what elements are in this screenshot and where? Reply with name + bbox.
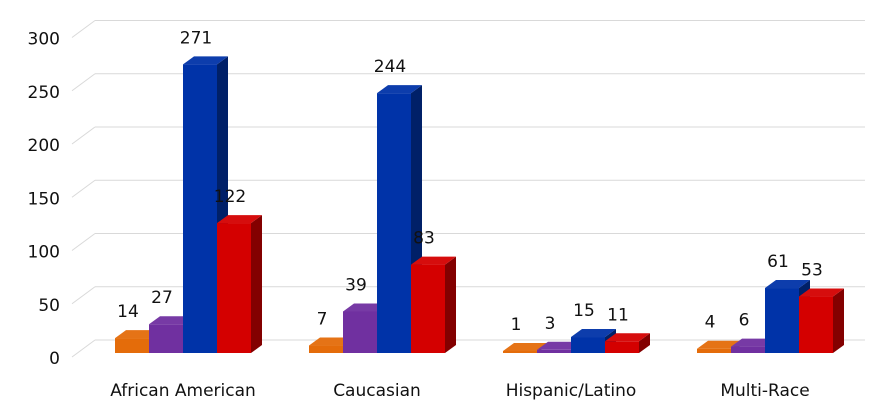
bar-side bbox=[639, 333, 650, 353]
y-tick-label: 50 bbox=[38, 296, 60, 316]
bar bbox=[377, 93, 411, 353]
bar-top bbox=[503, 343, 548, 351]
x-tick-label: Hispanic/Latino bbox=[506, 381, 637, 401]
data-label: 39 bbox=[345, 275, 367, 295]
gridline-diagonal bbox=[71, 339, 96, 358]
bar bbox=[183, 64, 217, 353]
bar-side bbox=[833, 288, 844, 353]
gridline-diagonal bbox=[71, 126, 96, 145]
bar bbox=[765, 288, 799, 353]
data-label: 4 bbox=[705, 313, 716, 333]
gridline-diagonal bbox=[71, 233, 96, 251]
bar bbox=[571, 337, 605, 353]
bar bbox=[115, 338, 149, 353]
gridline-diagonal bbox=[71, 73, 96, 92]
data-label: 83 bbox=[413, 229, 435, 249]
data-label: 15 bbox=[573, 301, 595, 321]
bar-top bbox=[343, 303, 388, 312]
bar-top bbox=[605, 333, 650, 342]
y-tick-label: 0 bbox=[49, 349, 60, 369]
gridline-diagonal bbox=[71, 20, 96, 38]
x-tick-label: African American bbox=[110, 381, 256, 401]
bar bbox=[731, 346, 765, 353]
bar-top bbox=[537, 341, 582, 350]
bar bbox=[411, 264, 445, 353]
bar-top bbox=[731, 338, 776, 347]
bar-top bbox=[411, 256, 456, 265]
x-tick-label: Multi-Race bbox=[720, 381, 809, 401]
data-label: 27 bbox=[151, 288, 173, 308]
data-label: 244 bbox=[374, 57, 406, 77]
y-tick-label: 100 bbox=[28, 243, 60, 263]
bar bbox=[309, 345, 343, 353]
bar-top bbox=[571, 329, 616, 338]
y-tick-label: 150 bbox=[28, 189, 60, 209]
y-tick-label: 250 bbox=[28, 83, 60, 103]
gridline-diagonal bbox=[71, 286, 96, 305]
bar bbox=[697, 348, 731, 353]
y-tick-label: 200 bbox=[28, 136, 60, 156]
bar-top bbox=[309, 337, 354, 346]
bar bbox=[799, 296, 833, 353]
bar-top bbox=[765, 280, 810, 289]
data-label: 61 bbox=[767, 252, 789, 272]
y-tick-label: 300 bbox=[28, 30, 60, 50]
bar-top bbox=[697, 340, 742, 349]
bar bbox=[537, 349, 571, 353]
bar bbox=[343, 311, 377, 353]
data-label: 3 bbox=[545, 314, 556, 334]
bar bbox=[503, 351, 537, 353]
bar-side bbox=[445, 256, 456, 353]
bar-top bbox=[217, 215, 262, 224]
data-label: 11 bbox=[607, 305, 629, 325]
x-tick-label: Caucasian bbox=[333, 381, 421, 401]
data-label: 53 bbox=[801, 261, 823, 281]
bar bbox=[149, 324, 183, 353]
bar-top bbox=[115, 330, 160, 339]
bar bbox=[217, 223, 251, 353]
data-label: 6 bbox=[739, 311, 750, 331]
bar-top bbox=[377, 85, 422, 94]
bar-top bbox=[183, 56, 228, 65]
data-label: 7 bbox=[317, 310, 328, 330]
gridline-diagonal bbox=[71, 179, 96, 198]
data-label: 122 bbox=[214, 187, 246, 207]
bar-top bbox=[799, 288, 844, 297]
bar bbox=[605, 341, 639, 353]
bar-top bbox=[149, 316, 194, 325]
data-label: 271 bbox=[180, 28, 212, 48]
bar-side bbox=[251, 215, 262, 353]
data-label: 1 bbox=[511, 315, 522, 335]
data-label: 14 bbox=[117, 302, 139, 322]
